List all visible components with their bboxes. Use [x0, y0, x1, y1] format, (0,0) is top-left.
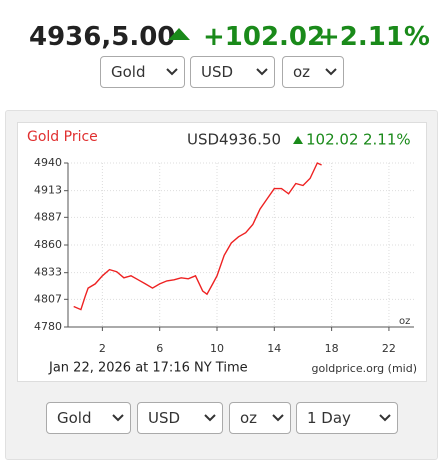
- footer-source: goldprice.org (mid): [312, 362, 418, 375]
- dropdown[interactable]: Gold: [46, 402, 131, 434]
- price: 4936,5.00: [29, 22, 176, 52]
- dropdown-arrow: [112, 414, 124, 422]
- dropdown[interactable]: oz: [282, 56, 344, 88]
- up-arrow: [293, 136, 303, 144]
- unit-label: oz: [399, 316, 410, 327]
- change-label: 102.02: [306, 131, 359, 149]
- dropdown[interactable]: Gold: [100, 56, 185, 88]
- chart-box: [17, 122, 427, 382]
- price-line: [73, 162, 322, 311]
- x-tick-label: 18: [325, 342, 339, 355]
- chart: Gold Price USD4936.50 102.02 2.11% oz Ja…: [17, 122, 427, 382]
- y-tick-label: 4860: [34, 238, 62, 251]
- dropdown-label: USD: [201, 63, 234, 81]
- change: +102.02: [203, 22, 326, 52]
- dropdown-label: Gold: [111, 63, 146, 81]
- y-tick-label: 4940: [34, 156, 62, 169]
- dropdown-label: 1 Day: [307, 409, 351, 427]
- x-tick-label: 6: [156, 342, 163, 355]
- dropdown-label: USD: [148, 409, 181, 427]
- dropdown[interactable]: USD: [137, 402, 223, 434]
- change-pct-label: 2.11%: [363, 131, 411, 149]
- footer-date: Jan 22, 2026 at 17:16 NY Time: [48, 361, 248, 376]
- y-tick-label: 4833: [34, 266, 62, 279]
- x-tick-label: 2: [99, 342, 106, 355]
- x-tick-label: 14: [267, 342, 281, 355]
- dropdown-label: oz: [240, 409, 258, 427]
- change-pct: +2.11%: [318, 22, 430, 52]
- dropdown-label: oz: [293, 63, 311, 81]
- dropdown[interactable]: USD: [190, 56, 275, 88]
- y-tick-label: 4780: [34, 320, 62, 333]
- dropdown-arrow: [256, 68, 268, 76]
- dropdown[interactable]: 1 Day: [296, 402, 398, 434]
- dropdown-arrow: [166, 68, 178, 76]
- up-arrow: [168, 28, 190, 40]
- dropdown-arrow: [204, 414, 216, 422]
- x-tick-label: 22: [382, 342, 396, 355]
- dropdown-arrow: [272, 414, 284, 422]
- dropdown-arrow: [379, 414, 391, 422]
- dropdown-arrow: [325, 68, 337, 76]
- y-tick-label: 4807: [34, 292, 62, 305]
- x-tick-label: 10: [210, 342, 224, 355]
- dropdown[interactable]: oz: [229, 402, 291, 434]
- y-tick-label: 4913: [34, 184, 62, 197]
- dropdown-label: Gold: [57, 409, 92, 427]
- price-label: USD4936.50: [187, 131, 281, 149]
- y-tick-label: 4887: [34, 210, 62, 223]
- chart-title: Gold Price: [27, 129, 98, 145]
